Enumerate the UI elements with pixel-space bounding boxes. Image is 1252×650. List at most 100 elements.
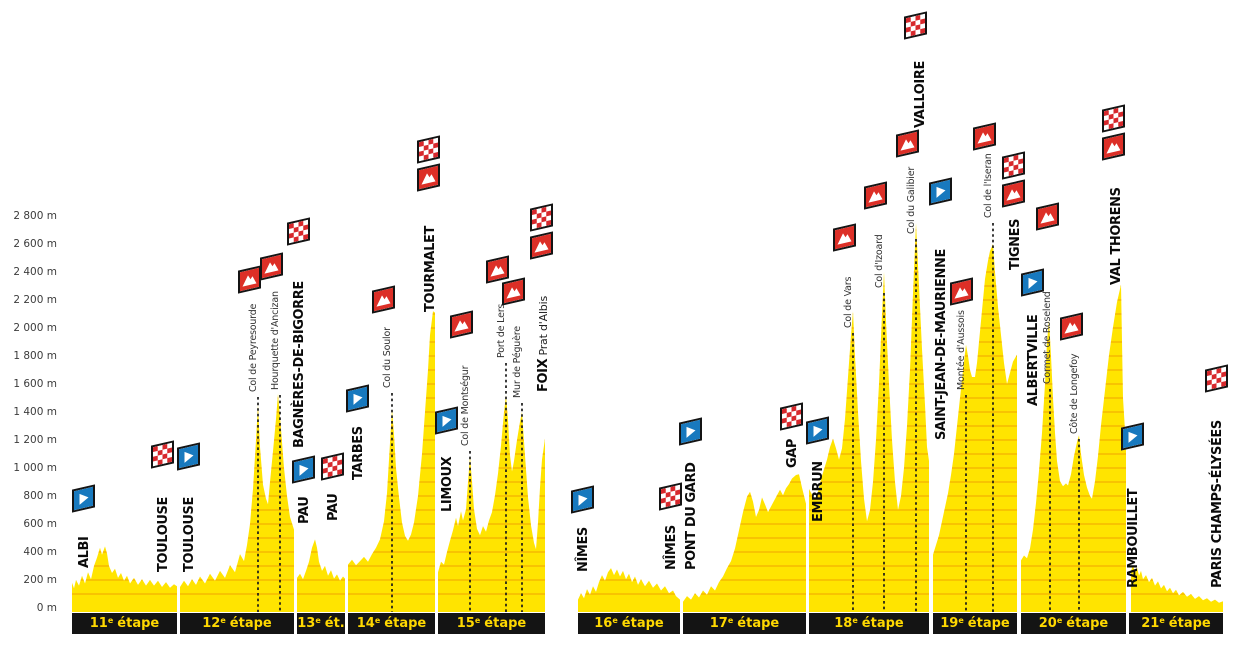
city-sublabel: Prat d'Albis <box>537 296 550 359</box>
stage-number: 20 <box>1038 616 1057 631</box>
start-flag-icon <box>72 484 95 513</box>
city-label: VAL THORENS <box>1109 187 1124 285</box>
finish-flag-icon <box>659 482 682 511</box>
stage-number: 15 <box>456 616 475 631</box>
y-axis-label: 400 m <box>23 546 57 558</box>
finish-flag-icon <box>904 11 927 40</box>
city-label: VALLOIRE <box>913 61 928 128</box>
stage-word: étape <box>484 616 527 631</box>
start-flag-icon <box>679 417 702 446</box>
start-flag-triangle-icon <box>931 179 950 204</box>
stage-16-profile-area <box>578 568 680 612</box>
stage-bar-13: 13 e ét. <box>297 613 345 634</box>
city-label: GAP <box>785 438 800 468</box>
finish-flag-icon <box>780 402 803 431</box>
stage-bar-20: 20 e étape <box>1021 613 1126 634</box>
start-flag-triangle-icon <box>808 418 827 443</box>
city-label: SAINT-JEAN-DE-MAURIENNE <box>934 249 949 440</box>
stage-word: étape <box>1066 616 1109 631</box>
stage-word: étape <box>384 616 427 631</box>
mountain-icon <box>898 131 917 156</box>
finish-flag-icon <box>1102 104 1125 133</box>
city-label: TARBES <box>351 426 366 480</box>
start-flag-triangle-icon <box>74 486 93 511</box>
climb-flag-icon <box>372 285 395 314</box>
climb-label: Port de Lers <box>496 303 507 358</box>
stage-word: étape <box>229 616 272 631</box>
climb-flag-icon <box>1102 132 1125 161</box>
y-axis-label: 2 200 m <box>13 294 57 306</box>
start-flag-icon <box>929 177 952 206</box>
stage-number-ordinal: e <box>220 616 226 625</box>
stage-bar-16: 16 e étape <box>578 613 680 634</box>
finish-flag-icon <box>1205 364 1228 393</box>
mountain-icon <box>419 165 438 190</box>
climb-flag-icon <box>950 277 973 306</box>
city-label: NÎMES <box>576 527 591 572</box>
finish-checkered-icon <box>782 404 801 429</box>
city-label: EMBRUN <box>811 461 826 522</box>
stage-word: ét. <box>324 616 345 631</box>
y-axis-label: 2 600 m <box>13 238 57 250</box>
city-label: TOULOUSE <box>156 497 171 572</box>
stage-17-profile-area <box>683 474 806 612</box>
stage-number-ordinal: e <box>727 616 734 625</box>
city-label: BAGNÈRES-DE-BIGORRE <box>292 281 307 448</box>
start-flag-triangle-icon <box>573 487 592 512</box>
finish-flag-icon <box>287 217 310 246</box>
stage-bar-18: 18 e étape <box>809 613 929 634</box>
stage-word: étape <box>1168 616 1211 631</box>
climb-flag-icon <box>238 265 261 294</box>
stage-number: 13 <box>297 616 316 631</box>
city-label: ALBERTVILLE <box>1026 314 1041 406</box>
mountain-icon <box>835 225 854 250</box>
climb-label: Col de Peyresourde <box>248 303 259 392</box>
climb-flag-icon <box>833 223 856 252</box>
start-flag-icon <box>346 384 369 413</box>
stage-number-ordinal: e <box>107 616 114 625</box>
city-label: TOURMALET <box>423 226 438 312</box>
climb-label: Col de l'Iseran <box>983 153 994 218</box>
stage-word: étape <box>861 616 904 631</box>
y-axis-label: 1 800 m <box>13 350 57 362</box>
city-label: PAU <box>326 493 341 521</box>
stage-bar-17: 17 e étape <box>683 613 806 634</box>
mountain-icon <box>262 254 281 279</box>
city-label: LIMOUX <box>440 456 455 512</box>
stage-bar-21: 21 e étape <box>1129 613 1223 634</box>
climb-label: Mur de Péguère <box>512 326 523 398</box>
y-axis-label: 1 400 m <box>13 406 57 418</box>
stage-19-profile-area <box>933 244 1017 612</box>
finish-checkered-icon <box>153 442 172 467</box>
y-axis-label: 1 200 m <box>13 434 57 446</box>
mountain-icon <box>488 257 507 282</box>
finish-checkered-icon <box>1004 153 1023 178</box>
stage-bar-14: 14 e étape <box>348 613 435 634</box>
stage-number-ordinal: e <box>1056 616 1063 625</box>
finish-checkered-icon <box>289 219 308 244</box>
stage-bar-11: 11 e étape <box>72 613 177 634</box>
mountain-icon <box>1104 134 1123 159</box>
stage-number: 12 <box>202 616 221 631</box>
y-axis-label: 0 m <box>36 602 57 614</box>
start-flag-triangle-icon <box>681 419 700 444</box>
stage-word: étape <box>737 616 780 631</box>
stage-number: 21 <box>1141 616 1160 631</box>
city-label: PONT DU GARD <box>684 462 699 570</box>
mountain-icon <box>866 183 885 208</box>
climb-flag-icon <box>417 163 440 192</box>
stage-21-profile-area <box>1131 565 1223 612</box>
finish-flag-icon <box>151 440 174 469</box>
climb-label: Cormet de Roselend <box>1042 291 1053 384</box>
stage-word: étape <box>621 616 664 631</box>
finish-checkered-icon <box>1104 106 1123 131</box>
climb-label: Col du Galibier <box>906 166 917 234</box>
mountain-icon <box>1062 314 1081 339</box>
city-label: RAMBOUILLET <box>1126 488 1141 588</box>
stage-11-profile-area <box>72 546 177 612</box>
stage-word: étape <box>967 616 1010 631</box>
mountain-icon <box>952 279 971 304</box>
climb-flag-icon <box>486 255 509 284</box>
